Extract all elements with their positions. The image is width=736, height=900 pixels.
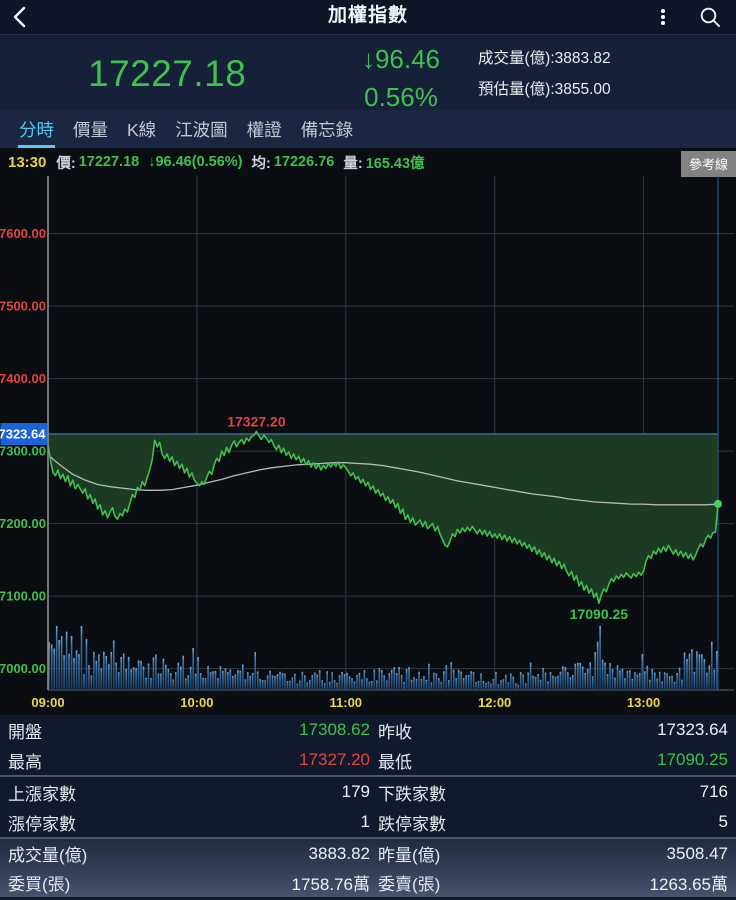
- change-points: 96.46: [374, 44, 441, 74]
- status-volume: 165.43億: [365, 155, 425, 172]
- index-last-price: 17227.18: [88, 53, 247, 94]
- summary-row: 開盤 17308.62 昨收 17323.64: [0, 715, 736, 745]
- summary-value: 179: [341, 782, 370, 801]
- tab-wave-chart[interactable]: 江波圖: [175, 119, 228, 140]
- kebab-dot: [661, 15, 665, 19]
- summary-label: 下跌家數: [378, 784, 446, 804]
- quote-header: 17227.18 ↓96.46 0.56% 成交量(億):3883.82 預估量…: [0, 34, 736, 112]
- svg-text:17300.00: 17300.00: [0, 444, 46, 459]
- tab-timeline[interactable]: 分時: [18, 110, 55, 148]
- chart-status-row: 13:30 價: 17227.18 ↓96.46(0.56%) 均: 17226…: [0, 149, 736, 175]
- tab-warrant[interactable]: 權證: [246, 119, 282, 140]
- divider: [0, 775, 736, 777]
- chart-tab-bar: 分時 價量 K線 江波圖 權證 備忘錄: [0, 110, 736, 148]
- svg-text:17200.00: 17200.00: [0, 516, 46, 531]
- chevron-left-icon: [13, 6, 26, 28]
- search-icon: [700, 7, 720, 27]
- summary-value: 3883.82: [308, 843, 370, 863]
- svg-text:17090.25: 17090.25: [570, 606, 629, 622]
- tab-kline[interactable]: K線: [127, 119, 157, 140]
- summary-value: 716: [699, 782, 728, 801]
- back-button[interactable]: [8, 4, 34, 30]
- summary-label: 成交量(億): [8, 846, 88, 865]
- summary-label: 漲停家數: [8, 814, 76, 834]
- tab-price-volume[interactable]: 價量: [73, 119, 108, 140]
- svg-text:17323.64: 17323.64: [0, 427, 46, 442]
- kebab-dot: [661, 21, 665, 25]
- summary-row: 上漲家數 179 下跌家數 716: [0, 777, 736, 807]
- reference-line-button[interactable]: 參考線: [680, 151, 736, 177]
- estimated-volume-line: 預估量(億):3855.00: [478, 81, 611, 98]
- svg-text:10:00: 10:00: [180, 695, 213, 710]
- svg-text:17500.00: 17500.00: [0, 299, 46, 314]
- volume-summary: 成交量(億):3883.82 預估量(億):3855.00: [478, 43, 611, 105]
- volume-summary-panel: 成交量(億) 3883.82 昨量(億) 3508.47 委買(張) 1758.76萬 委賣…: [0, 839, 736, 897]
- svg-text:17327.20: 17327.20: [227, 413, 286, 429]
- summary-row: 成交量(億) 3883.82 昨量(億) 3508.47: [0, 839, 736, 868]
- svg-text:17400.00: 17400.00: [0, 371, 46, 386]
- page-title: 加權指數: [327, 5, 408, 26]
- last-update-time: 13:30: [8, 153, 47, 171]
- status-change: ↓96.46(0.56%): [148, 154, 243, 170]
- summary-row: 最高 17327.20 最低 17090.25: [0, 745, 736, 775]
- summary-value: 17090.25: [657, 750, 728, 769]
- svg-text:17000.00: 17000.00: [0, 661, 46, 676]
- turnover-line: 成交量(億):3883.82: [478, 50, 611, 67]
- kebab-dot: [661, 9, 665, 13]
- summary-value: 17327.20: [299, 750, 370, 769]
- search-button[interactable]: [698, 5, 722, 29]
- summary-value: 17323.64: [657, 720, 728, 739]
- status-price: 17227.18: [78, 154, 140, 170]
- avg-label: 均:: [251, 155, 271, 172]
- chart-panel: 13:30 價: 17227.18 ↓96.46(0.56%) 均: 17226…: [0, 148, 736, 715]
- summary-row: 委買(張) 1758.76萬 委賣(張) 1263.65萬: [0, 868, 736, 897]
- summary-label: 最高: [8, 752, 42, 772]
- down-arrow-icon: ↓: [361, 44, 375, 74]
- svg-text:13:00: 13:00: [627, 695, 660, 710]
- vol-label: 量:: [343, 155, 363, 172]
- svg-text:09:00: 09:00: [31, 695, 64, 710]
- summary-value: 5: [718, 812, 728, 831]
- divider: [0, 837, 736, 839]
- index-change-percent: 0.56%: [364, 82, 438, 112]
- summary-label: 最低: [378, 752, 412, 772]
- svg-text:17600.00: 17600.00: [0, 226, 46, 241]
- status-avg: 17226.76: [273, 154, 335, 170]
- intraday-chart[interactable]: 17600.00 17500.00 17400.00 17300.00 17200.00…: [0, 175, 736, 715]
- summary-label: 開盤: [8, 722, 42, 742]
- summary-value: 3508.47: [666, 843, 728, 863]
- summary-value: 1758.76萬: [291, 875, 370, 894]
- more-menu-button[interactable]: [652, 6, 674, 28]
- svg-text:17100.00: 17100.00: [0, 589, 46, 604]
- summary-label: 委買(張): [8, 875, 71, 894]
- market-summary-table: 開盤 17308.62 昨收 17323.64 最高 17327.20 最低 17090.25…: [0, 715, 736, 900]
- svg-text:12:00: 12:00: [478, 695, 511, 710]
- index-change-value: ↓96.46: [316, 40, 486, 78]
- svg-text:11:00: 11:00: [330, 695, 363, 710]
- index-change-block: ↓96.46 0.56%: [316, 40, 486, 116]
- price-label: 價:: [56, 155, 76, 172]
- summary-label: 跌停家數: [378, 814, 446, 834]
- summary-label: 昨量(億): [378, 846, 441, 865]
- summary-row: 漲停家數 1 跌停家數 5: [0, 807, 736, 837]
- tab-memo[interactable]: 備忘錄: [300, 119, 354, 140]
- summary-label: 委賣(張): [378, 875, 441, 894]
- summary-value: 1263.65萬: [649, 875, 728, 894]
- summary-value: 1: [360, 812, 370, 831]
- summary-value: 17308.62: [299, 720, 370, 739]
- summary-label: 昨收: [378, 722, 412, 742]
- summary-label: 上漲家數: [8, 784, 76, 804]
- top-nav-bar: 加權指數: [0, 0, 736, 34]
